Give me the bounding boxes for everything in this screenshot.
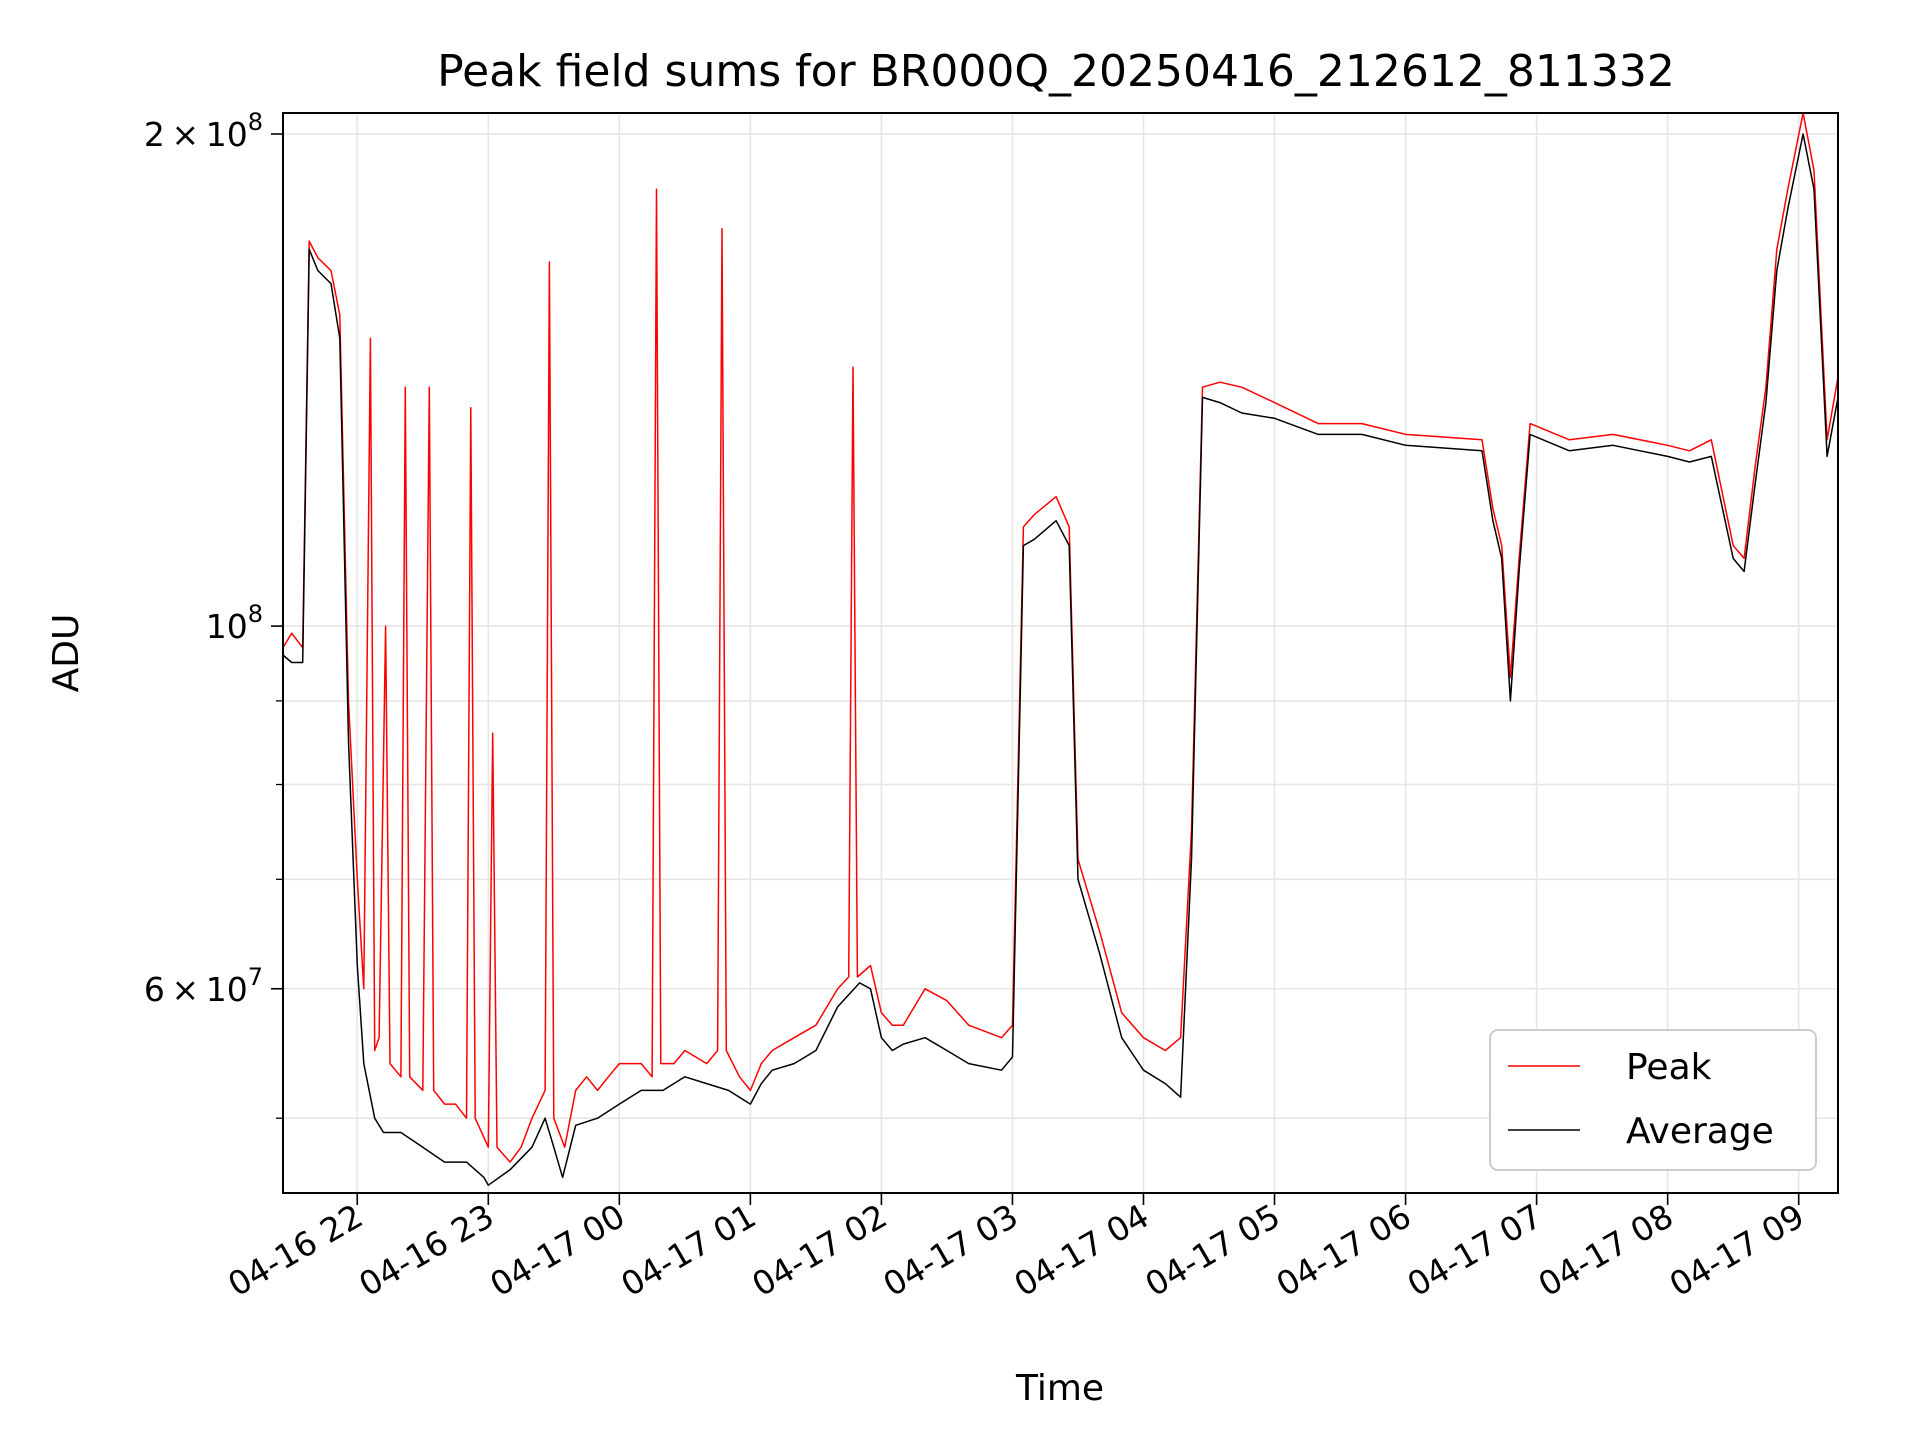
- legend: Peak Average: [1489, 1029, 1817, 1171]
- y-tick-label-exponent: 8: [248, 108, 263, 136]
- series-layer: [283, 113, 1838, 1186]
- chart-title: Peak field sums for BR000Q_20250416_2126…: [437, 46, 1675, 97]
- series-line-average: [283, 133, 1838, 1186]
- y-tick-label: 2 × 108: [144, 108, 263, 154]
- legend-label-peak: Peak: [1626, 1047, 1712, 1088]
- y-axis-label: ADU: [46, 614, 87, 693]
- plot-frame: [282, 112, 1839, 1194]
- y-tick-label-exponent: 7: [248, 963, 263, 991]
- legend-box: [1489, 1029, 1817, 1171]
- plot-area: [283, 113, 1838, 1186]
- x-axis-label: Time: [1015, 1368, 1104, 1409]
- grid-lines: [283, 113, 1838, 1193]
- legend-label-average: Average: [1626, 1111, 1774, 1152]
- y-tick-label: 108: [206, 600, 263, 646]
- y-tick-label-base: 10: [206, 607, 248, 646]
- series-line-peak: [283, 113, 1838, 1163]
- y-tick-label: 6 × 107: [144, 963, 263, 1009]
- y-tick-label-base: 2 × 10: [144, 115, 248, 154]
- y-tick-label-exponent: 8: [248, 600, 263, 628]
- y-tick-label-base: 6 × 10: [144, 970, 248, 1009]
